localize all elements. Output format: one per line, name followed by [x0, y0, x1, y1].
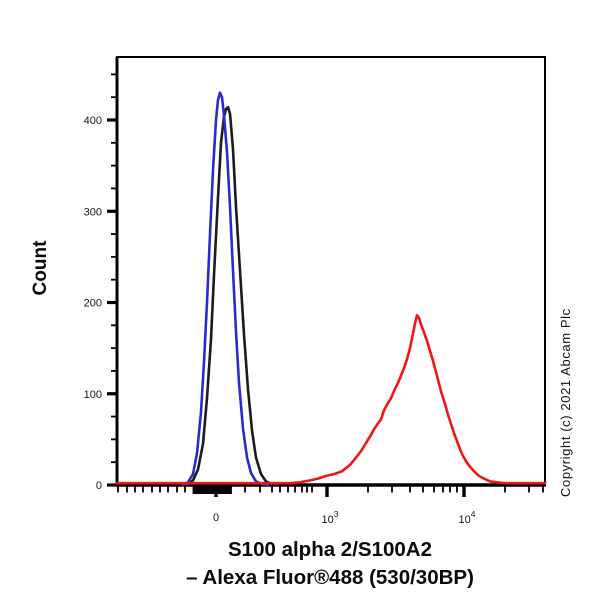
plot-border [116, 56, 546, 486]
x-axis-minor-ticks [117, 486, 544, 493]
y-tick-label: 200 [84, 298, 102, 310]
chart-title-line2: – Alexa Fluor®488 (530/30BP) [186, 566, 474, 589]
y-tick-label: 400 [84, 115, 102, 127]
series-curves [115, 91, 547, 487]
series-black-curve [185, 105, 280, 487]
y-tick-label: 300 [84, 206, 102, 218]
series-blue-curve [181, 91, 270, 487]
y-tick-label: 0 [96, 480, 102, 492]
y-axis-major-ticks [107, 118, 117, 487]
chart-title-line1: S100 alpha 2/S100A2 [228, 538, 432, 561]
y-axis-minor-ticks [111, 73, 117, 464]
x-axis-major-ticks [214, 486, 466, 497]
y-tick-label: 100 [84, 389, 102, 401]
x-tick-label: 0 [213, 512, 219, 524]
y-axis-title: Count [30, 240, 51, 296]
copyright-text: Copyright (c) 2021 Abcam Plc [558, 308, 573, 497]
x-axis-tick-labels: 0 103 104 [213, 509, 476, 526]
x-tick-label: 103 [322, 509, 339, 526]
y-axis-tick-labels: 400 300 200 100 0 [84, 115, 102, 492]
x-axis-zero-cluster-ticks [192, 486, 232, 494]
x-tick-label: 104 [459, 509, 476, 526]
series-red-curve [115, 314, 547, 485]
generated-plot-content: 400 300 200 100 0 0 103 104 [84, 73, 547, 526]
